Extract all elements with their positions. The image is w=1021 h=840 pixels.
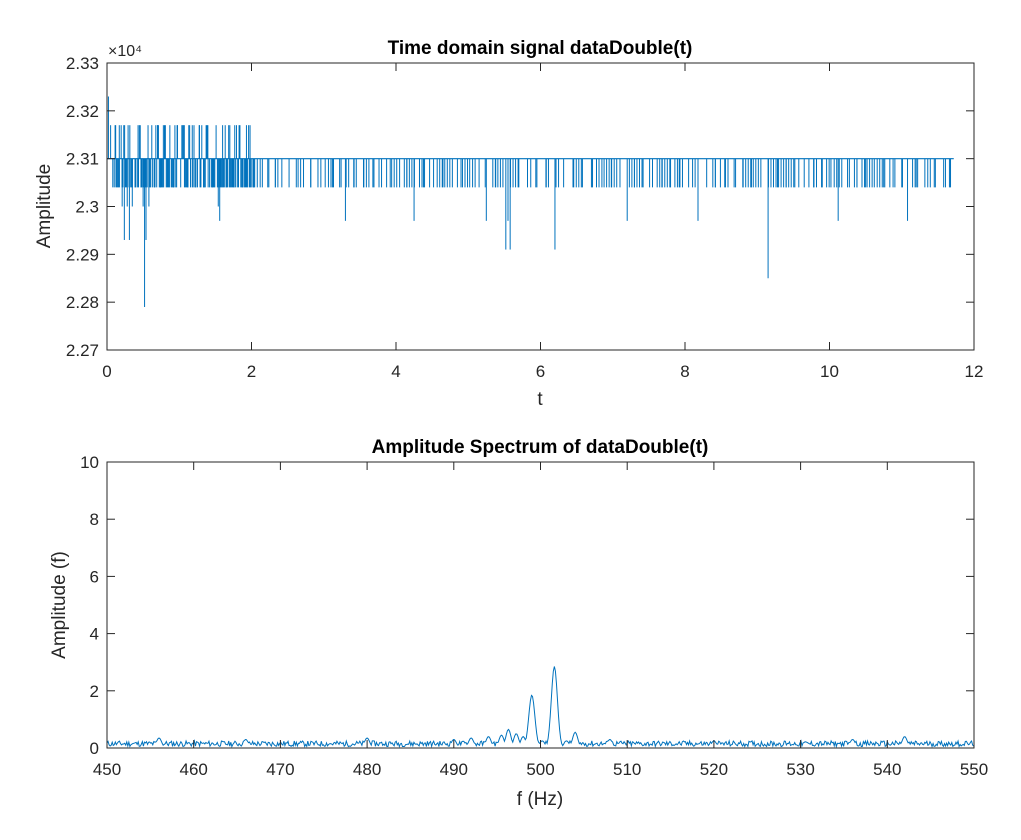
y-tick-label: 2.29 — [66, 245, 99, 264]
y-axis: 0 2 4 6 8 10 — [80, 453, 974, 758]
x-tick-label: 8 — [680, 362, 689, 381]
y-tick-label: 2.3 — [75, 198, 99, 217]
x-tick-label: 460 — [180, 760, 208, 779]
x-tick-label: 450 — [93, 760, 121, 779]
x-tick-label: 530 — [786, 760, 814, 779]
x-tick-label: 0 — [102, 362, 111, 381]
y-tick-label: 0 — [90, 739, 99, 758]
x-axis-label: t — [537, 389, 543, 410]
y-tick-label: 2.33 — [66, 54, 99, 73]
x-tick-label: 490 — [440, 760, 468, 779]
y-axis-label: Amplitude (f) — [49, 551, 70, 659]
x-tick-label: 500 — [526, 760, 554, 779]
y-axis: 2.27 2.28 2.29 2.3 2.31 2.32 2.33 — [66, 54, 974, 360]
y-tick-label: 6 — [90, 567, 99, 586]
y-tick-label: 4 — [90, 625, 99, 644]
time-domain-chart: 0 2 4 6 8 10 12 2.27 2.28 2.29 2.3 2.31 2.32 2.33 Ti… — [34, 38, 983, 410]
x-tick-label: 10 — [820, 362, 839, 381]
x-tick-label: 480 — [353, 760, 381, 779]
chart-title: Amplitude Spectrum of dataDouble(t) — [372, 437, 709, 458]
x-tick-label: 470 — [266, 760, 294, 779]
x-tick-label: 2 — [247, 362, 256, 381]
x-tick-label: 550 — [960, 760, 988, 779]
y-axis-label: Amplitude — [34, 164, 55, 249]
y-tick-label: 2.28 — [66, 293, 99, 312]
y-tick-label: 10 — [80, 453, 99, 472]
x-axis-label: f (Hz) — [517, 789, 563, 810]
y-tick-label: 2.31 — [66, 150, 99, 169]
y-tick-label: 2 — [90, 682, 99, 701]
chart-title: Time domain signal dataDouble(t) — [388, 38, 693, 59]
x-tick-label: 540 — [873, 760, 901, 779]
plot-area — [107, 462, 974, 748]
x-tick-label: 510 — [613, 760, 641, 779]
x-tick-label: 4 — [391, 362, 400, 381]
x-tick-label: 6 — [536, 362, 545, 381]
x-tick-label: 520 — [700, 760, 728, 779]
y-exponent-label: ×10⁴ — [108, 43, 142, 60]
y-tick-label: 2.27 — [66, 341, 99, 360]
y-tick-label: 8 — [90, 510, 99, 529]
time-signal-series — [107, 96, 954, 307]
x-axis: 0 2 4 6 8 10 12 — [102, 63, 983, 381]
y-tick-label: 2.32 — [66, 102, 99, 121]
plot-area — [107, 63, 974, 350]
x-tick-label: 12 — [965, 362, 984, 381]
x-axis: 450 460 470 480 490 500 510 520 530 540 550 — [93, 462, 988, 779]
amplitude-spectrum-chart: 450 460 470 480 490 500 510 520 530 540 550 0 2 4 6 8 1… — [49, 437, 988, 810]
